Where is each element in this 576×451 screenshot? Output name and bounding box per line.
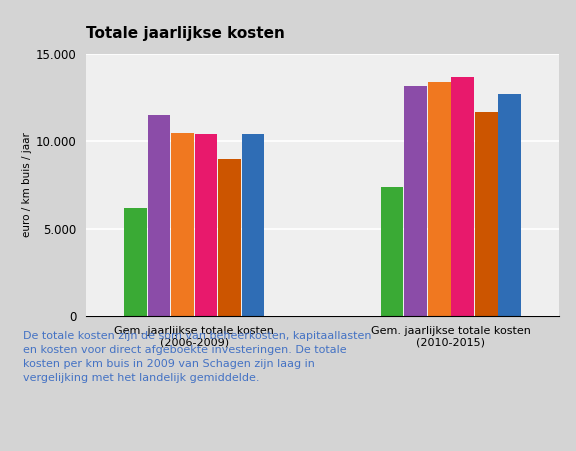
Text: De totale kosten zijn de som van beheerkosten, kapitaallasten
en kosten voor dir: De totale kosten zijn de som van beheerk… xyxy=(23,331,372,383)
Bar xyxy=(195,134,217,316)
Bar xyxy=(171,133,194,316)
Bar xyxy=(475,112,498,316)
Bar xyxy=(241,134,264,316)
Bar xyxy=(404,86,427,316)
Bar xyxy=(124,207,147,316)
Bar xyxy=(428,82,450,316)
Bar xyxy=(218,159,241,316)
Bar xyxy=(451,77,474,316)
Bar xyxy=(147,115,170,316)
Text: Totale jaarlijkse kosten: Totale jaarlijkse kosten xyxy=(86,26,285,41)
Bar xyxy=(381,187,404,316)
Y-axis label: euro / km buis / jaar: euro / km buis / jaar xyxy=(22,133,32,237)
Bar xyxy=(498,94,521,316)
